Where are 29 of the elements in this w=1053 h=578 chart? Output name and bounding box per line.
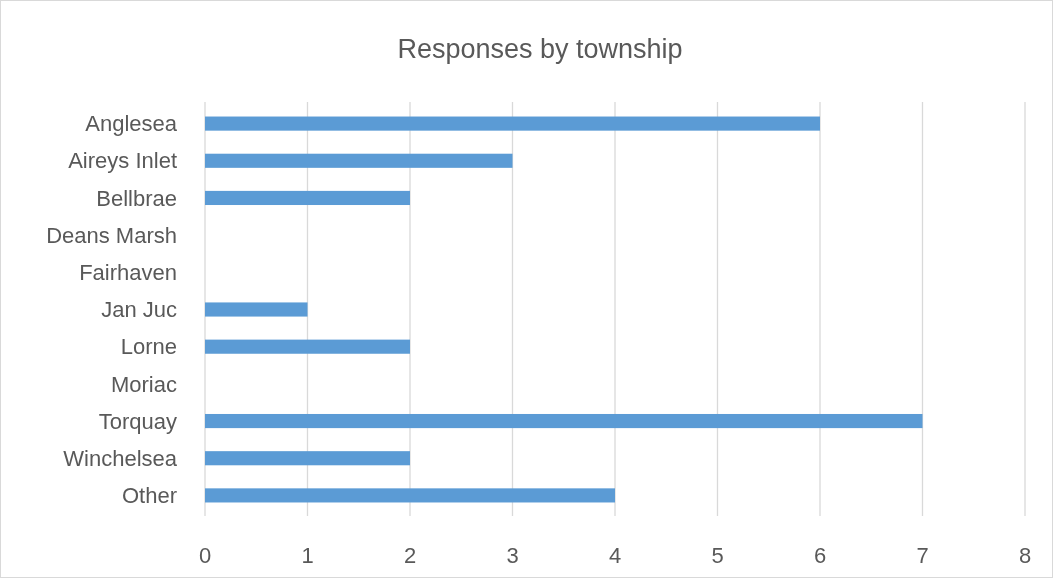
x-tick-label: 3 [506, 543, 519, 568]
x-tick-label: 6 [813, 543, 827, 568]
y-tick-label: Fairhaven [79, 260, 177, 286]
bar [205, 413, 923, 429]
y-tick-label: Moriac [110, 371, 177, 397]
x-tick-label: 0 [198, 543, 212, 568]
bar [205, 339, 410, 354]
x-tick-label: 2 [403, 543, 417, 568]
y-tick-label: Deans Marsh [46, 222, 177, 248]
y-tick-label: Bellbrae [96, 185, 177, 211]
x-tick-label: 1 [301, 543, 314, 568]
x-tick-label: 7 [916, 543, 929, 568]
y-tick-label: Other [121, 483, 177, 509]
y-tick-label: Anglesea [85, 111, 178, 137]
y-tick-label: Jan Juc [101, 297, 177, 323]
chart-title: Responses by township [397, 34, 683, 64]
y-tick-label: Winchelsea [63, 445, 178, 471]
bar [205, 190, 410, 206]
x-tick-label: 8 [1018, 543, 1032, 568]
y-tick-label: Lorne [120, 334, 177, 360]
bar [205, 302, 308, 317]
bar [205, 488, 615, 503]
bar [205, 451, 410, 466]
x-tick-label: 5 [711, 543, 724, 568]
y-tick-label: Torquay [98, 408, 177, 434]
bar [205, 153, 513, 168]
bar [205, 116, 820, 131]
x-tick-label: 4 [608, 543, 622, 568]
y-tick-label: Aireys Inlet [68, 148, 177, 174]
